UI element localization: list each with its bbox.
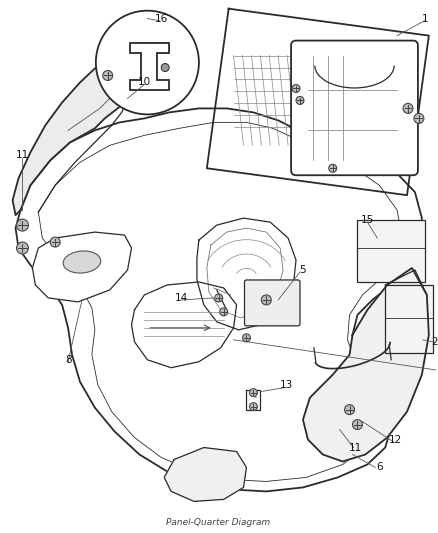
- Polygon shape: [131, 282, 236, 368]
- FancyBboxPatch shape: [385, 285, 432, 353]
- FancyBboxPatch shape: [357, 220, 424, 282]
- Text: 14: 14: [174, 293, 187, 303]
- Circle shape: [219, 308, 227, 316]
- Circle shape: [50, 237, 60, 247]
- Text: 2: 2: [431, 337, 437, 347]
- Text: 16: 16: [154, 14, 167, 23]
- Text: Panel-Quarter Diagram: Panel-Quarter Diagram: [165, 518, 269, 527]
- Circle shape: [161, 63, 169, 71]
- Text: 10: 10: [138, 77, 151, 87]
- Circle shape: [242, 334, 250, 342]
- Polygon shape: [302, 268, 428, 462]
- Circle shape: [291, 84, 299, 92]
- Circle shape: [328, 164, 336, 172]
- Text: 11: 11: [348, 442, 361, 453]
- Circle shape: [402, 103, 412, 114]
- Polygon shape: [32, 232, 131, 302]
- Circle shape: [295, 96, 303, 104]
- Polygon shape: [164, 448, 246, 502]
- FancyBboxPatch shape: [244, 280, 299, 326]
- Circle shape: [249, 402, 257, 410]
- Text: 15: 15: [360, 215, 373, 225]
- Circle shape: [95, 11, 198, 115]
- Circle shape: [214, 294, 222, 302]
- Text: 6: 6: [375, 463, 382, 472]
- Circle shape: [102, 70, 113, 80]
- Text: 1: 1: [420, 14, 427, 23]
- Text: 11: 11: [16, 150, 29, 160]
- Circle shape: [261, 295, 271, 305]
- Circle shape: [17, 219, 28, 231]
- Polygon shape: [13, 62, 131, 215]
- Text: 12: 12: [388, 434, 401, 445]
- Text: 13: 13: [279, 379, 292, 390]
- Ellipse shape: [63, 251, 100, 273]
- Circle shape: [413, 114, 423, 123]
- Circle shape: [249, 389, 257, 397]
- Circle shape: [352, 419, 362, 430]
- Text: 8: 8: [65, 355, 71, 365]
- Text: 5: 5: [299, 265, 306, 275]
- Circle shape: [344, 405, 354, 415]
- Circle shape: [17, 242, 28, 254]
- FancyBboxPatch shape: [290, 41, 417, 175]
